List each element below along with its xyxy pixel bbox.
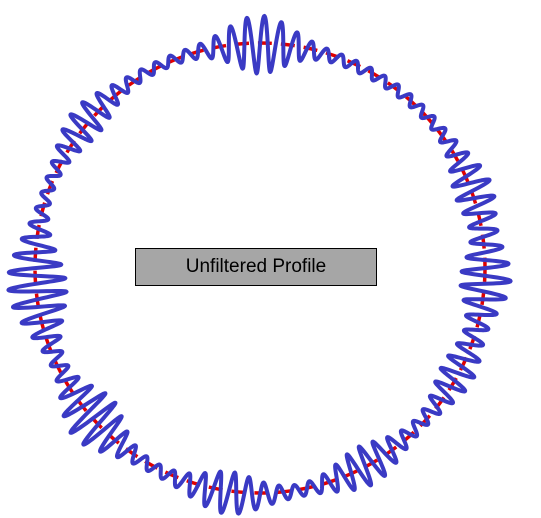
profile-trace [6, 13, 513, 516]
profile-label: Unfiltered Profile [135, 248, 377, 286]
